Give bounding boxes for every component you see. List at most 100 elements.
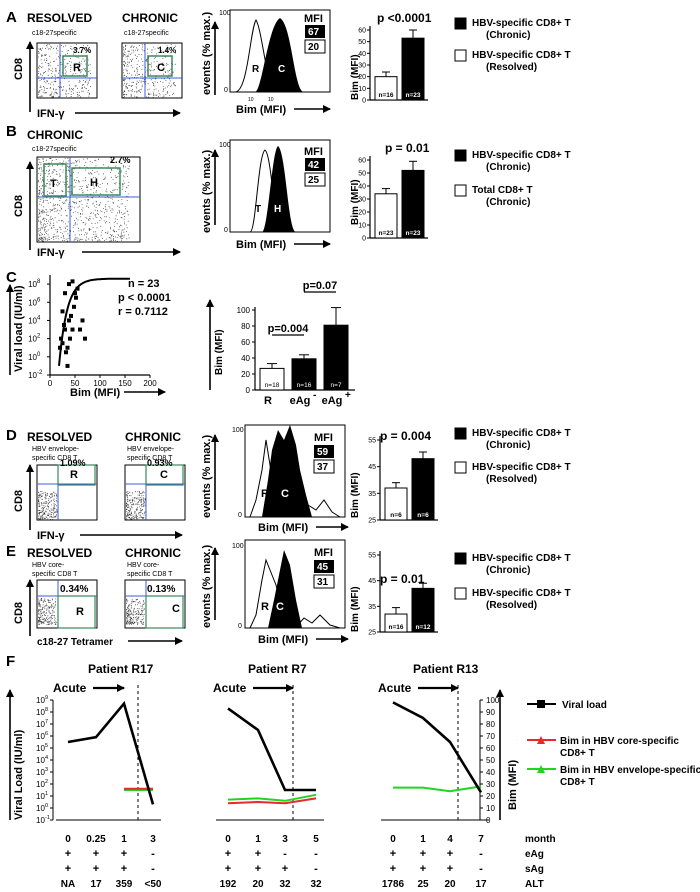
bar-n-label: n=18 [265, 382, 280, 389]
flow-xlabel-a: IFN-γ [37, 108, 65, 120]
bar-chart-b: p = 0.01 Bim (MFI) 0 10 20 30 40 50 60 n=23 n=23 [350, 141, 430, 243]
bar-tick-label: 0 [362, 98, 366, 105]
legend-d-chronic-sub: (Chronic) [486, 440, 530, 451]
histogram-d: events (% max.) 100 0 R C MFI 59 37 Bim … [201, 424, 349, 534]
f-left-tick-exp: 1 [45, 791, 48, 797]
bar [401, 37, 425, 101]
acute-label: Acute [378, 681, 412, 695]
hist-ylabel-b: events (% max.) [201, 150, 213, 233]
hist-ytick-min-a: 0 [224, 87, 228, 94]
flow-plot-a1: R 3.7% [36, 42, 98, 99]
month-label: 1 [121, 834, 127, 845]
sig-p2: p=0.07 [303, 280, 338, 292]
legend-a: HBV-specific CD8+ T (Chronic) HBV-specif… [454, 17, 571, 73]
scatter-point [70, 279, 75, 284]
gate-c-d2: C [160, 469, 168, 481]
bar-tick-label: 50 [358, 39, 366, 46]
hist-mfi-light-e: 31 [317, 577, 329, 588]
panel-d: D RESOLVED HBV envelope- specific CD8 T … [6, 424, 571, 542]
bar-category: eAg [290, 395, 311, 407]
scatter-point [73, 291, 77, 296]
hist-mfi-dark-e: 45 [317, 562, 329, 573]
hist-ytick-max-e: 100 [232, 543, 244, 550]
f-ylabel-right: Bim (MFI) [507, 760, 519, 810]
legend-d-resolved: HBV-specific CD8+ T [472, 462, 571, 473]
gate-r-a1: R [73, 62, 81, 74]
flow-a1-spec: c18-27specific [32, 30, 77, 37]
bar-tick-label: 20 [358, 74, 366, 81]
flow-ylabel-e: CD8 [13, 602, 25, 624]
viral-load-line [392, 701, 483, 794]
bar-tick-label: 40 [358, 184, 366, 191]
flow-dots [126, 598, 145, 625]
viral-load-line [227, 707, 316, 792]
f-left-tick-exp: 7 [45, 719, 48, 725]
scatter-xlabel-c: Bim (MFI) [70, 387, 120, 399]
viral-load-line [67, 700, 155, 805]
acute-label: Acute [213, 681, 247, 695]
bar-n-label: n=23 [406, 230, 421, 237]
panel-letter-d: D [6, 427, 17, 444]
scatter-ytick-label: 10 [28, 298, 37, 307]
bar-tick-label: 30 [358, 63, 366, 70]
pct-e2: 0.13% [147, 584, 175, 595]
sag-label: + [390, 863, 396, 875]
bar-n-label: n=12 [416, 624, 431, 631]
bar-tick-label: 45 [368, 464, 376, 471]
flow-e1-group: RESOLVED [27, 546, 92, 560]
bar-ylabel-b: Bim (MFI) [350, 179, 361, 225]
acute-label: Acute [53, 681, 87, 695]
bar-tick-label: 10 [358, 223, 366, 230]
bar-tick-label: 100 [237, 306, 251, 315]
legend-f-core-sub: CD8+ T [560, 748, 595, 759]
f-ylabel-left: Viral Load (IU/ml) [13, 729, 25, 820]
scatter-point [70, 327, 75, 332]
gate-r-e1: R [76, 606, 84, 618]
legend-f-env-sub: CD8+ T [560, 777, 595, 788]
panel-letter-c: C [6, 269, 17, 286]
bar-n-label: n=16 [389, 624, 404, 631]
scatter-point [67, 318, 71, 323]
bar-tick-label: 20 [241, 370, 250, 379]
histogram-b: events (% max.) 100 0 T H MFI 42 25 Bim … [201, 139, 331, 251]
bar-tick-label: 35 [368, 491, 376, 498]
bar-tick-label: 25 [368, 630, 376, 637]
hist-ytick-min-d: 0 [238, 512, 242, 519]
f-left-tick-exp: 8 [45, 707, 48, 713]
bar-tick-label: 0 [246, 386, 251, 395]
bar-n-label: n=6 [417, 512, 429, 519]
f-left-tick-label: 10 [36, 696, 45, 705]
flow-d2-group: CHRONIC [125, 430, 181, 444]
bar-p-d: p = 0.004 [380, 429, 431, 443]
sag-label: + [121, 863, 127, 875]
f-left-tick-exp: 3 [45, 767, 48, 773]
scatter-point [67, 282, 71, 287]
pct-d1: 1.09% [60, 458, 86, 468]
month-label: 1 [255, 834, 261, 845]
scatter-point [78, 327, 82, 332]
hist-xlabel-e: Bim (MFI) [258, 634, 308, 646]
scatter-ytick-label: 10 [28, 316, 37, 325]
hist-peak-c-e: C [276, 601, 284, 613]
panel-letter-b: B [6, 123, 17, 140]
hist-xtick2-a: 10 [268, 97, 274, 103]
alt-label: 17 [475, 879, 487, 890]
f-left-tick-exp: 9 [45, 695, 48, 701]
hist-xtick1-a: 10 [248, 97, 254, 103]
bar-tick-label: 60 [358, 158, 366, 165]
alt-label: NA [61, 879, 75, 890]
bar-tick-label: 60 [358, 28, 366, 35]
flow-ylabel-b: CD8 [13, 195, 25, 217]
hist-ytick-min-e: 0 [238, 623, 242, 630]
hist-xlabel-b: Bim (MFI) [236, 239, 286, 251]
flow-dots [123, 44, 176, 98]
scatter-point [69, 313, 73, 318]
flow-a2-group: CHRONIC [122, 11, 178, 25]
bar-n-label: n=23 [406, 92, 421, 99]
hist-ylabel-a: events (% max.) [201, 12, 213, 95]
alt-label: 359 [116, 879, 133, 890]
sag-label: + [420, 863, 426, 875]
hist-mfi-label-a: MFI [304, 13, 323, 25]
